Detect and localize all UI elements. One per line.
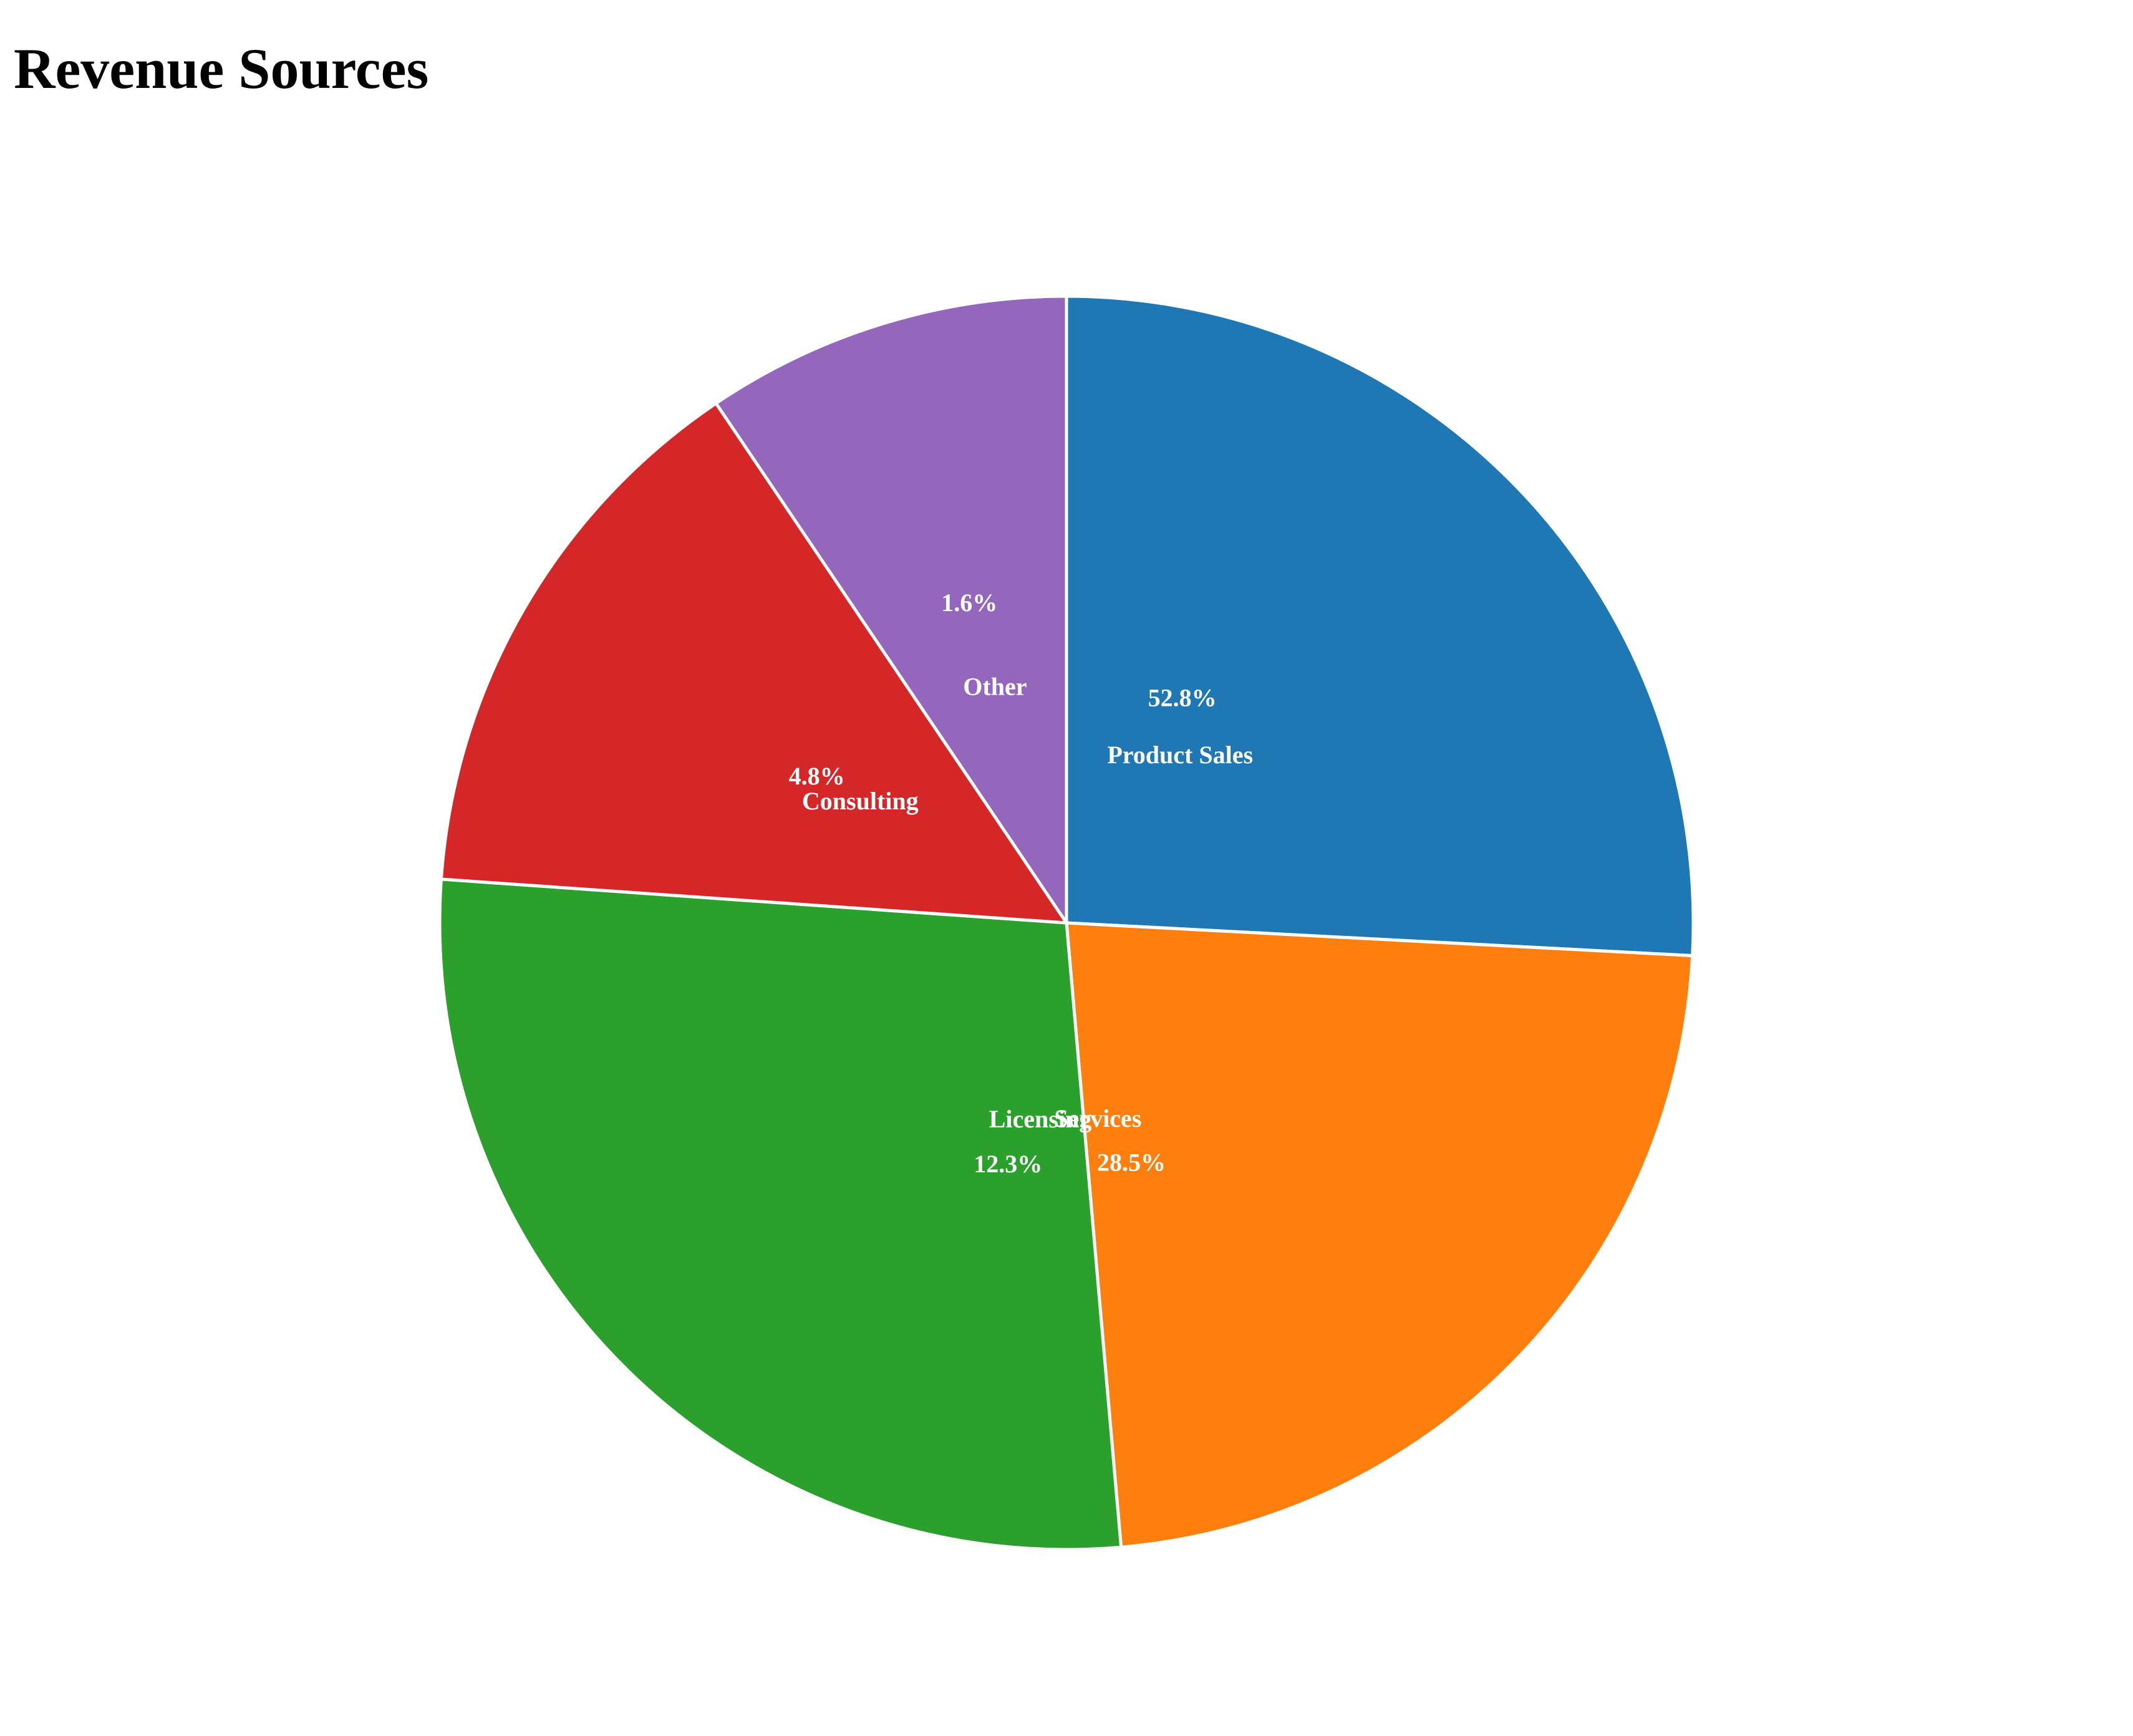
slice-percent-services: 28.5% [1097,1148,1166,1176]
slice-percent-licensing: 12.3% [974,1150,1042,1178]
pie-slices [440,296,1693,1550]
slice-label-licensing: Licensing [989,1105,1091,1133]
slice-percent-product-sales: 52.8% [1148,684,1217,712]
pie-slice-product-sales [1066,296,1693,956]
pie-slice-licensing [440,879,1121,1550]
slice-label-product-sales: Product Sales [1107,741,1253,769]
slice-percent-consulting: 4.8% [789,762,845,790]
pie-slice-services [1066,923,1693,1547]
slice-label-consulting: Consulting [802,787,919,815]
slice-label-other: Other [963,672,1027,700]
slice-percent-other: 1.6% [941,589,997,617]
